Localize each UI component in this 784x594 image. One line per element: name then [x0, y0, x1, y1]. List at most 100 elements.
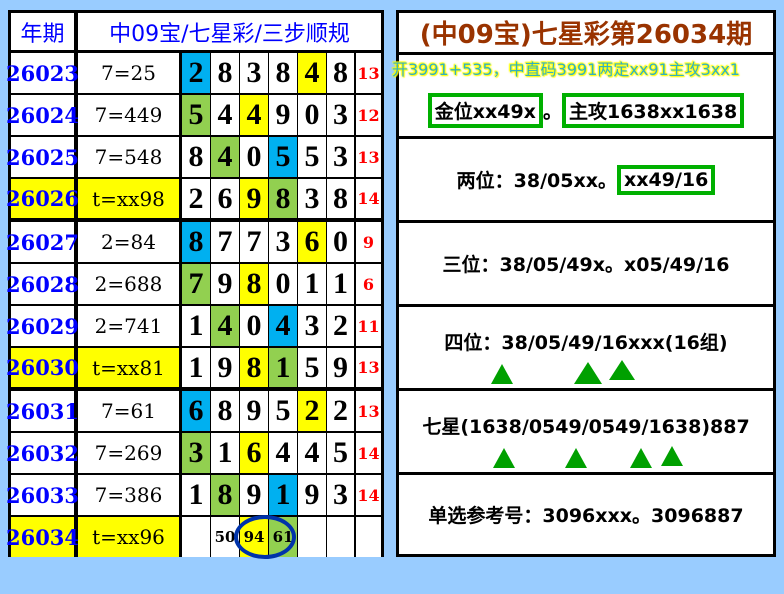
digit-cell: 1: [298, 264, 326, 304]
digit-cell: 8: [182, 222, 210, 262]
formula-cell: t=xx96: [78, 517, 179, 557]
triangle-marker-icon: [630, 448, 652, 468]
digit-cell: 4: [211, 95, 239, 135]
digit-cell: 4: [269, 433, 297, 473]
period-cell: 26026: [6, 179, 79, 218]
digit-cell: 5: [182, 95, 210, 135]
period-cell: 26025: [6, 137, 79, 177]
digit-cell: 1: [182, 348, 210, 387]
history-table: 年期 中09宝/七星彩/三步顺规 26023 7=25 2 8 3 8 4 8 13 26024 7=4…: [6, 10, 384, 557]
digit-cell: 2: [327, 306, 354, 346]
seven-star-section: 七星(1638/0549/0549/1638)887: [399, 391, 773, 472]
header-period: 年期: [11, 13, 74, 50]
digit-cell: 9: [269, 95, 297, 135]
header-title: 中09宝/七星彩/三步顺规: [78, 13, 381, 50]
digit-cell: 8: [240, 264, 268, 304]
digit-cell: 2: [182, 179, 210, 218]
digit-cell: [182, 517, 210, 557]
digit-cell: 9: [211, 264, 239, 304]
digit-cell: 5: [298, 137, 326, 177]
sum-cell: 13: [356, 391, 381, 431]
period-cell: 26031: [6, 391, 79, 431]
prediction-circle: [234, 515, 296, 559]
formula-cell: 2=688: [78, 264, 179, 304]
main-attack-box: 主攻1638xx1638: [561, 93, 745, 128]
period-cell: 26023: [6, 53, 79, 93]
digit-cell: 5: [327, 433, 354, 473]
four-position-section: 四位：38/05/49/16xxx(16组): [399, 307, 773, 388]
three-position-section: 三位：38/05/49x。x05/49/16: [399, 223, 773, 304]
digit-cell: 0: [269, 264, 297, 304]
period-cell: 26024: [6, 95, 79, 135]
panel-title-text: (中09宝)七星彩第26034期: [419, 20, 753, 50]
sum-cell: 6: [356, 264, 381, 304]
digit-cell: 8: [240, 348, 268, 387]
formula-cell: 7=61: [78, 391, 179, 431]
digit-cell: 8: [269, 179, 297, 218]
digit-cell: [298, 517, 326, 557]
digit-cell: 8: [211, 53, 239, 93]
digit-cell: 2: [182, 53, 210, 93]
digit-cell: 6: [182, 391, 210, 431]
digit-cell: 3: [182, 433, 210, 473]
single-pick-text: 单选参考号：3096xxx。3096887: [428, 505, 744, 527]
period-cell: 26029: [6, 306, 79, 346]
sum-cell: 14: [356, 433, 381, 473]
digit-cell: 7: [182, 264, 210, 304]
four-position-text: 四位：38/05/49/16xxx(16组): [444, 332, 728, 354]
digit-cell: 9: [327, 348, 354, 387]
digit-cell: 9: [240, 179, 268, 218]
digit-cell: 4: [298, 53, 326, 93]
sum-cell: 12: [356, 95, 381, 135]
period-cell: 26032: [6, 433, 79, 473]
sum-cell: 13: [356, 53, 381, 93]
digit-cell: 0: [240, 137, 268, 177]
digit-cell: 9: [240, 475, 268, 515]
result-banner: 开3991+535，中直码3991两定xx91主攻3xx1: [392, 60, 740, 79]
digit-cell: 6: [211, 179, 239, 218]
formula-cell: 2=741: [78, 306, 179, 346]
digit-cell: 9: [298, 475, 326, 515]
period-cell: 26033: [6, 475, 79, 515]
triangle-marker-icon: [574, 362, 602, 384]
formula-cell: t=xx81: [78, 348, 179, 387]
digit-cell: 3: [269, 222, 297, 262]
digit-cell: 8: [269, 53, 297, 93]
triangle-marker-icon: [609, 360, 635, 380]
digit-cell: 0: [240, 306, 268, 346]
digit-cell: 3: [298, 179, 326, 218]
digit-cell: 1: [327, 264, 354, 304]
digit-cell: 5: [269, 391, 297, 431]
three-position-text: 三位：38/05/49x。x05/49/16: [442, 254, 730, 276]
digit-cell: 8: [327, 179, 354, 218]
sum-cell: [356, 517, 381, 557]
gold-box: 金位xx49x: [427, 93, 543, 128]
digit-cell: 1: [182, 475, 210, 515]
triangle-marker-icon: [493, 448, 515, 468]
seven-star-text: 七星(1638/0549/0549/1638)887: [422, 416, 750, 438]
digit-cell: 4: [240, 95, 268, 135]
digit-cell: 4: [211, 306, 239, 346]
digit-cell: 9: [211, 348, 239, 387]
digit-cell: 6: [298, 222, 326, 262]
digit-cell: 4: [211, 137, 239, 177]
sum-cell: 13: [356, 348, 381, 387]
digit-cell: 4: [269, 306, 297, 346]
triangle-marker-icon: [661, 446, 683, 466]
digit-cell: 9: [240, 391, 268, 431]
formula-cell: 7=25: [78, 53, 179, 93]
two-position-box: xx49/16: [617, 164, 716, 195]
period-cell: 26028: [6, 264, 79, 304]
digit-cell: 1: [182, 306, 210, 346]
digit-cell: 0: [298, 95, 326, 135]
digit-cell: 7: [240, 222, 268, 262]
digit-cell: 2: [327, 391, 354, 431]
digit-cell: 1: [269, 348, 297, 387]
two-position-section: 两位：38/05xx。 xx49/16: [399, 139, 773, 220]
digit-cell: 5: [298, 348, 326, 387]
panel-title: (中09宝)七星彩第26034期: [399, 13, 773, 52]
single-pick-section: 单选参考号：3096xxx。3096887: [399, 475, 773, 554]
period-cell: 26027: [6, 222, 79, 262]
formula-cell: 2=84: [78, 222, 179, 262]
sum-cell: 14: [356, 475, 381, 515]
